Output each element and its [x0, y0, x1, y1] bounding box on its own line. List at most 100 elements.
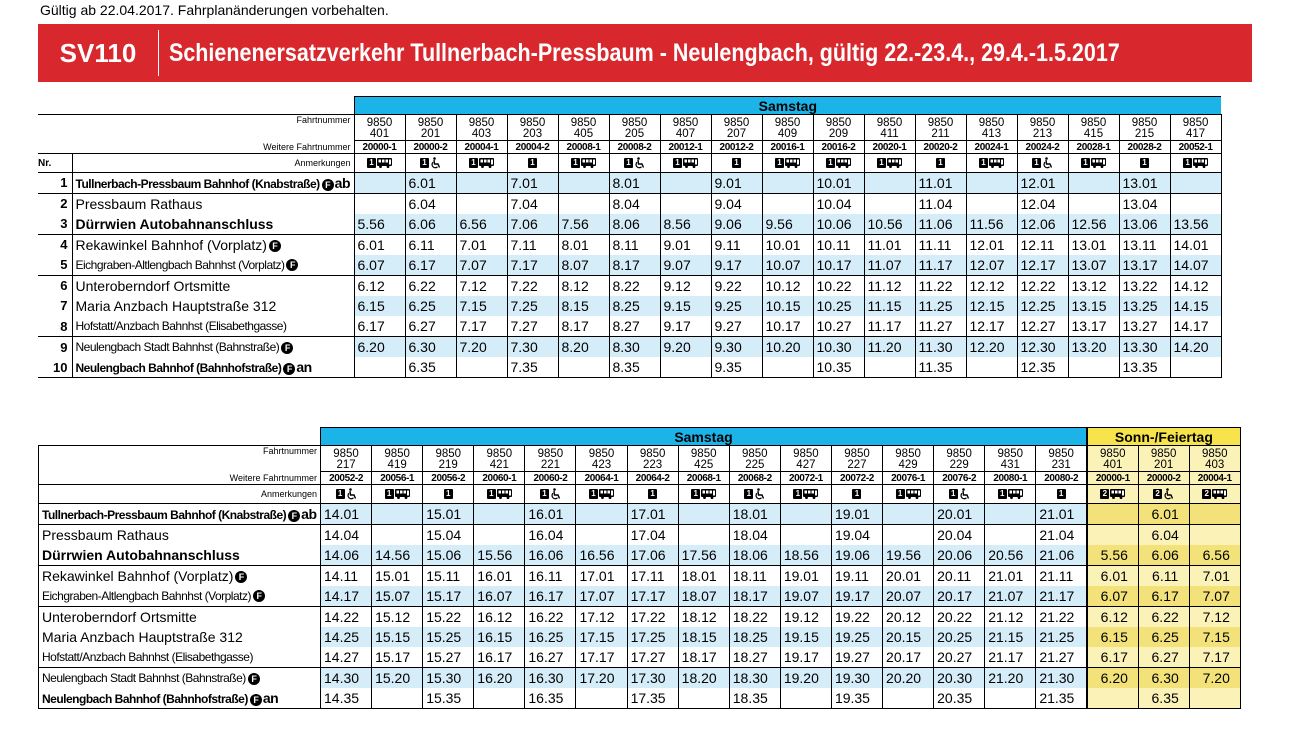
stop-name-text: Unteroberndorf Ortsmitte	[75, 277, 231, 294]
departure-time: 10.11	[812, 233, 864, 255]
departure-time: 6.01	[353, 233, 405, 255]
fahrtnummer-line-1: 9850	[588, 448, 615, 460]
weitere-fahrtnummer-cell: 20008-1	[557, 140, 609, 154]
departure-time: 14.07	[1169, 254, 1222, 275]
departure-time: 6.06	[404, 213, 456, 234]
stop-row: 2 Pressbaum Rathaus 6.04 7.04 8.04 9.04 10.04 1…	[38, 192, 1222, 214]
group-header-row: Samstag	[38, 96, 1222, 115]
departure-time: 7.35	[506, 357, 558, 378]
departure-time: 6.25	[404, 295, 456, 316]
departure-time: 9.20	[659, 336, 711, 357]
weitere-fahrtnummer-label: Weitere Fahrtnummer	[263, 141, 351, 152]
departure-time	[575, 688, 628, 709]
departure-time: 9.22	[710, 274, 762, 296]
fahrtnummer-line-2: 203	[522, 128, 543, 140]
departure-time: 16.17	[524, 585, 576, 606]
stop-row: 1 Tullnerbach-Pressbaum Bahnhof (Knabstra…	[38, 172, 1222, 193]
fahrtnummer-cell: 9850 211	[914, 114, 966, 141]
fahrtnummer-line-2: 413	[981, 128, 1002, 140]
departure-time: 9.01	[659, 233, 711, 255]
departure-time: 6.11	[1137, 564, 1190, 586]
fahrtnummer-cell: 9850 201	[404, 114, 456, 141]
fahrtnummer-cell: 9850 227	[830, 445, 883, 472]
departure-time	[353, 357, 405, 378]
departure-time: 19.07	[779, 585, 832, 606]
stop-row: 6 Unteroberndorf Ortsmitte 6.12 6.22 7.12 7.2…	[38, 274, 1222, 296]
bus-icon	[1212, 488, 1228, 499]
anmerkungen-cell: 1	[1169, 153, 1222, 173]
fahrtnummer-cell: 9850 427	[779, 445, 832, 472]
departure-time: 17.12	[575, 605, 628, 627]
stop-name: Rekawinkel Bahnhof (Vorplatz) F	[72, 233, 355, 255]
bus-icon	[377, 157, 392, 168]
fahrtnummer-line-2: 205	[624, 128, 645, 140]
departure-time: 19.20	[779, 667, 832, 688]
departure-time: 16.01	[473, 564, 525, 586]
weitere-fahrtnummer-cell: 20076-2	[933, 471, 985, 485]
departure-time: 6.15	[353, 295, 405, 316]
stop-name: Neulengbach Stadt Bahnhst (Bahnstraße) F	[38, 667, 321, 688]
stop-number: 1	[38, 172, 73, 193]
departure-time: 6.27	[404, 316, 456, 337]
departure-time: 11.07	[863, 254, 915, 275]
note-badge: 2	[1153, 488, 1163, 499]
fahrtnummer-line-1: 9850	[1029, 117, 1056, 129]
departure-time: 13.06	[1118, 213, 1170, 234]
anmerkungen-cell: 1	[506, 153, 558, 173]
departure-time: 9.04	[710, 192, 762, 214]
departure-time	[455, 192, 507, 214]
fahrtnummer-cell: 9850 207	[710, 114, 762, 141]
note-badge: 1	[335, 488, 345, 499]
departure-time	[575, 503, 628, 524]
weitere-fahrtnummer-cell: 20056-1	[371, 471, 423, 485]
departure-time: 10.56	[863, 213, 915, 234]
departure-time: 8.06	[608, 213, 660, 234]
departure-time: 8.07	[557, 254, 609, 275]
weitere-fahrtnummer-cell: 20016-2	[812, 140, 864, 154]
weitere-fahrtnummer-cell: 20028-2	[1118, 140, 1170, 154]
stop-row: Eichgraben-Altlengbach Bahnhst (Vorplatz…	[38, 585, 1241, 606]
departure-time: 10.25	[812, 295, 864, 316]
departure-time: 7.27	[506, 316, 558, 337]
departure-time: 17.22	[626, 605, 679, 627]
departure-time: 16.01	[524, 503, 576, 524]
departure-time: 20.22	[933, 605, 985, 627]
departure-time: 9.25	[710, 295, 762, 316]
fahrtnummer-cell: 9850 403	[455, 114, 507, 141]
departure-time: 12.15	[965, 295, 1017, 316]
departure-time: 21.27	[1035, 647, 1087, 668]
note-badge: 2	[1202, 488, 1212, 499]
departure-time: 18.27	[728, 647, 781, 668]
departure-time: 21.22	[1035, 605, 1087, 627]
fahrtnummer-line-2: 215	[1134, 128, 1155, 140]
fahrtnummer-line-2: 211	[931, 128, 950, 140]
departure-time: 7.15	[455, 295, 507, 316]
stop-row: Rekawinkel Bahnhof (Vorplatz) F 14.11 15.01…	[38, 564, 1241, 586]
departure-time: 14.27	[319, 647, 372, 668]
departure-time: 13.15	[1067, 295, 1119, 316]
departure-time	[557, 192, 609, 214]
stop-name-text: Rekawinkel Bahnhof (Vorplatz)	[42, 567, 234, 584]
departure-time	[677, 503, 730, 524]
departure-time: 10.12	[761, 274, 813, 296]
departure-time: 6.20	[1085, 667, 1139, 688]
stop-name: Rekawinkel Bahnhof (Vorplatz) F	[38, 564, 321, 586]
departure-time	[473, 688, 525, 709]
departure-time: 7.30	[506, 336, 558, 357]
departure-time	[882, 503, 934, 524]
fahrtnummer-cell: 9850 217	[319, 445, 372, 472]
departure-time: 6.17	[1137, 585, 1190, 606]
fahrtnummer-line-1: 9850	[1182, 117, 1209, 129]
departure-time: 7.12	[455, 274, 507, 296]
departure-time: 20.01	[882, 564, 934, 586]
departure-time: 8.30	[608, 336, 660, 357]
fahrtnummer-cell: 9850 417	[1169, 114, 1222, 141]
departure-time	[984, 523, 1036, 545]
anmerkungen-cell: 1	[626, 484, 679, 504]
departure-time: 13.20	[1067, 336, 1119, 357]
departure-time	[1169, 192, 1222, 214]
stop-row: Tullnerbach-Pressbaum Bahnhof (Knabstraß…	[38, 503, 1241, 524]
departure-time: 17.17	[626, 585, 679, 606]
